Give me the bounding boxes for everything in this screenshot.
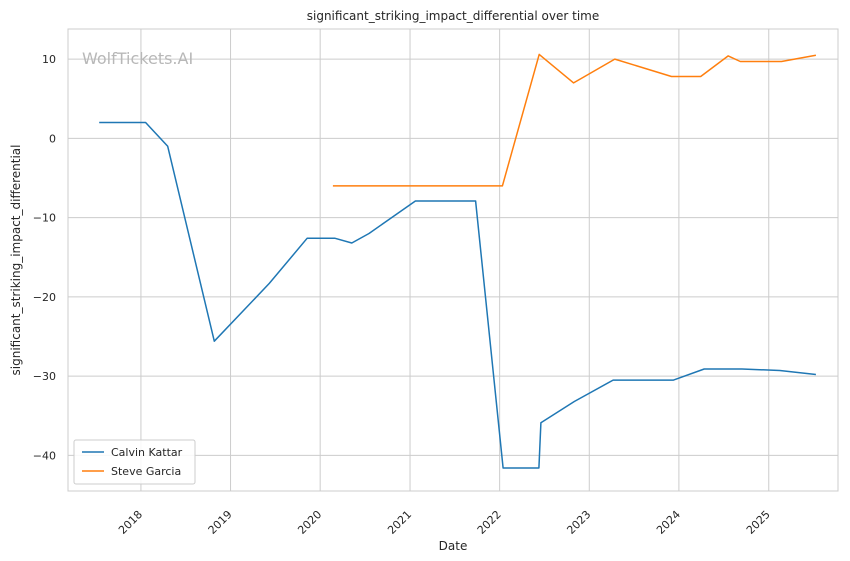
x-tick-label: 2021 — [385, 508, 414, 537]
y-tick-label: −20 — [33, 291, 56, 304]
y-tick-label: −10 — [33, 212, 56, 225]
x-tick-label: 2022 — [475, 508, 504, 537]
legend-label: Steve Garcia — [111, 465, 181, 478]
y-tick-labels: 10 0 −10 −20 −30 −40 — [33, 53, 56, 462]
x-tick-labels: 2018 2019 2020 2021 2022 2023 2024 2025 — [116, 508, 773, 537]
legend-label: Calvin Kattar — [111, 446, 183, 459]
legend-box — [73, 439, 196, 485]
x-axis-title: Date — [439, 539, 468, 553]
x-tick-label: 2019 — [206, 508, 235, 537]
y-tick-label: −30 — [33, 370, 56, 383]
x-tick-label: 2020 — [295, 508, 324, 537]
watermark: WolfTickets.AI — [82, 49, 193, 68]
plot-area-frame — [67, 28, 839, 492]
x-tick-label: 2023 — [564, 508, 593, 537]
y-tick-label: 10 — [42, 53, 56, 66]
x-tick-label: 2024 — [654, 508, 683, 537]
series-line-calvin-kattar — [99, 121, 816, 469]
y-axis-title: significant_striking_impact_differential — [9, 145, 23, 376]
series-line-steve-garcia — [332, 53, 817, 187]
series-lines — [99, 53, 817, 469]
x-tick-label: 2018 — [116, 508, 145, 537]
chart-title: significant_striking_impact_differential… — [307, 9, 599, 23]
grid-lines — [68, 29, 838, 491]
x-tick-label: 2025 — [744, 508, 773, 537]
y-tick-label: 0 — [49, 132, 56, 145]
y-tick-label: −40 — [33, 449, 56, 462]
legend: Calvin Kattar Steve Garcia — [73, 439, 196, 485]
